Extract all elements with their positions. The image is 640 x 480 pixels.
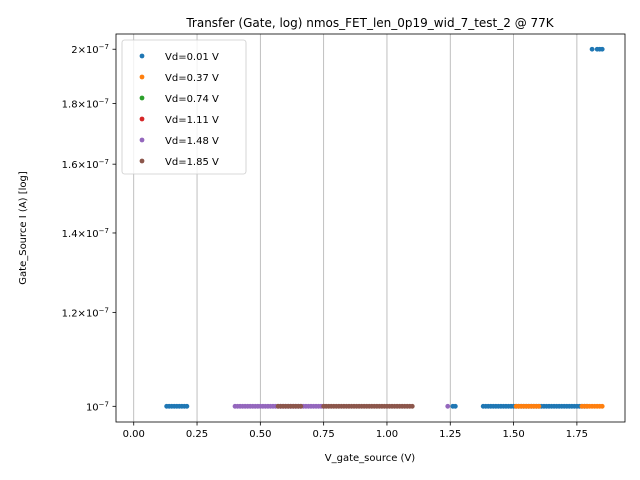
y-tick-mantissa: 1.8×10	[62, 100, 99, 111]
y-tick-label: 10−7	[86, 400, 109, 413]
y-tick-mantissa: 1.2×10	[62, 308, 99, 319]
y-tick-label: 1.4×10−7	[62, 227, 109, 240]
plot-frame	[115, 33, 626, 423]
y-tick-mantissa: 1.6×10	[62, 160, 99, 171]
y-tick-mantissa: 1.4×10	[62, 229, 99, 240]
y-tick-exponent: −7	[99, 158, 109, 166]
data-point	[536, 403, 542, 409]
legend-entry-label: Vd=0.01 V	[165, 52, 219, 63]
data-point	[599, 46, 605, 52]
scatter-points	[164, 46, 605, 409]
y-tick-exponent: −7	[99, 306, 109, 314]
y-tick-label: 1.6×10−7	[62, 158, 109, 171]
y-tick-mantissa: 2×10	[71, 45, 98, 56]
data-point	[599, 403, 605, 409]
x-tick-label: 0.25	[186, 429, 208, 440]
data-point	[445, 403, 451, 409]
data-point	[184, 403, 190, 409]
y-tick-exponent: −7	[99, 98, 109, 106]
x-axis-label: V_gate_source (V)	[325, 453, 416, 464]
data-point	[452, 403, 458, 409]
legend-marker	[139, 74, 145, 80]
data-point	[298, 403, 304, 409]
x-tick-label: 0.75	[313, 429, 335, 440]
y-tick-label: 2×10−7	[71, 43, 109, 56]
legend-marker	[139, 137, 145, 143]
legend-entry-label: Vd=1.11 V	[165, 115, 219, 126]
x-tick-label: 1.00	[376, 429, 398, 440]
legend-entry-label: Vd=0.37 V	[165, 73, 219, 84]
legend-entry-label: Vd=1.48 V	[165, 136, 219, 147]
x-tick-label: 0.50	[249, 429, 271, 440]
y-axis-ticks: 10−71.2×10−71.4×10−71.6×10−71.8×10−72×10…	[62, 43, 116, 413]
y-tick-mantissa: 10	[86, 402, 99, 413]
legend-entry-label: Vd=0.74 V	[165, 94, 219, 105]
x-tick-label: 1.75	[566, 429, 588, 440]
legend-marker	[139, 116, 145, 122]
legend-marker	[139, 53, 145, 59]
legend-entry-label: Vd=1.85 V	[165, 157, 219, 168]
y-tick-exponent: −7	[99, 43, 109, 51]
y-axis-label: Gate_Source I (A) [log]	[18, 171, 29, 285]
x-tick-label: 1.50	[502, 429, 524, 440]
y-tick-label: 1.2×10−7	[62, 306, 109, 319]
y-tick-exponent: −7	[99, 227, 109, 235]
y-tick-label: 1.8×10−7	[62, 98, 109, 111]
data-point	[589, 46, 595, 52]
series-points	[513, 403, 605, 409]
x-tick-label: 1.25	[439, 429, 461, 440]
series-points	[275, 403, 415, 409]
x-tick-label: 0.00	[123, 429, 145, 440]
x-axis-ticks: 0.00 0.25 0.50 0.75 1.00 1.25 1.50 1.75	[123, 422, 588, 440]
data-point	[409, 403, 415, 409]
legend-marker	[139, 158, 145, 164]
chart-title: Transfer (Gate, log) nmos_FET_len_0p19_w…	[185, 16, 554, 30]
legend-marker	[139, 95, 145, 101]
y-tick-exponent: −7	[99, 400, 109, 408]
legend-frame	[121, 39, 247, 175]
legend: Vd=0.01 V Vd=0.37 V Vd=0.74 V Vd=1.11 V Vd=1…	[121, 39, 247, 175]
